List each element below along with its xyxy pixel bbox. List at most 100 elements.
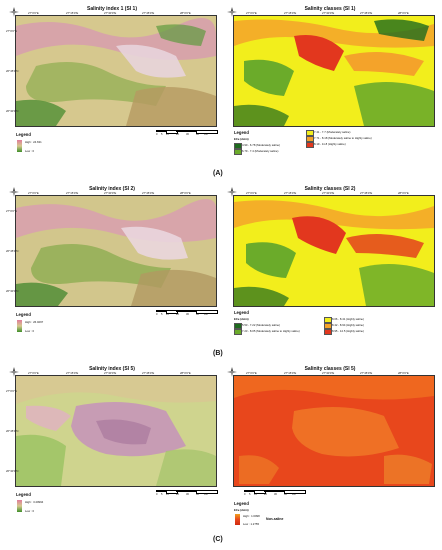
si2-class-map (233, 195, 435, 307)
si5-class-panel: Salinity classes (SI 5) 27°0'0"E 27°15'0… (224, 363, 436, 533)
si5-map-panel: Salinity index (SI 5) 27°0'0"E 27°15'0"E… (6, 363, 218, 533)
lon-tick-top: 27°45'0"E (142, 191, 155, 195)
row-c-caption: (C) (213, 536, 223, 543)
lon-tick-top: 27°45'0"E (360, 191, 373, 195)
lat-tick: 26°30'0"N (6, 289, 19, 293)
lon-tick-top: 27°15'0"E (284, 191, 297, 195)
lon-tick-top: 27°30'0"E (322, 191, 335, 195)
legend-title: Legend (234, 310, 249, 315)
index-gradient-swatch (17, 500, 22, 512)
class-label: Non-saline (266, 517, 284, 521)
class-swatch (306, 130, 314, 136)
lat-tick: 27°0'0"N (6, 29, 17, 33)
lon-tick-top: 27°45'0"E (142, 371, 155, 375)
class-swatch (306, 142, 314, 148)
row-a-caption: (A) (213, 170, 223, 177)
lat-tick: 26°45'0"N (6, 69, 19, 73)
legend-title: Legend (16, 132, 31, 137)
class-swatch (324, 317, 332, 323)
class-label: 8.42 - 8.94 (Highly saline) (332, 323, 364, 327)
lon-tick-top: 27°30'0"E (104, 11, 117, 15)
class-label: 6.79 - 7.4 (Moderately saline) (242, 149, 279, 153)
si5-class-title: Salinity classes (SI 5) (304, 366, 356, 372)
legend-low: Low : 1.2755 (243, 522, 260, 526)
lon-tick-top: 27°45'0"E (360, 11, 373, 15)
lon-tick-top: 27°0'0"E (246, 11, 257, 15)
class-label: 4.90 - 6.78 (Moderately saline) (242, 143, 280, 147)
class-label: 7.41 - 7.7 (Moderately saline) (314, 130, 351, 134)
lon-tick-top: 27°30'0"E (104, 191, 117, 195)
class-label: 7.23 - 8.05 (Moderately saline to Highly… (242, 329, 300, 333)
legend-low: Low : 0 (25, 329, 35, 333)
si1-map-panel: Salinity index 1 (SI 1) 27°0'0"E 27°15'0… (6, 3, 218, 173)
legend-high: High : 3.40994 (25, 500, 44, 504)
lon-tick-top: 27°30'0"E (322, 11, 335, 15)
lon-tick-top: 28°0'0"E (398, 371, 409, 375)
lon-tick-top: 27°45'0"E (360, 371, 373, 375)
north-arrow-icon (227, 187, 237, 197)
lat-tick: 27°0'0"N (6, 209, 17, 213)
si1-class-panel: Salinity classes (SI 1) 27°0'0"E 27°15'0… (224, 3, 436, 173)
si5-raster-map (15, 375, 217, 487)
lon-tick-top: 28°0'0"E (398, 191, 409, 195)
lat-tick: 26°45'0"N (6, 429, 19, 433)
si1-class-title: Salinity classes (SI 1) (304, 6, 356, 12)
si5-class-map (233, 375, 435, 487)
lon-tick-top: 27°15'0"E (66, 371, 79, 375)
class-swatch (324, 323, 332, 329)
legend-unit: ECe (ds/m) (234, 508, 249, 512)
lat-tick: 26°45'0"N (6, 249, 19, 253)
si5-map-title: Salinity index (SI 5) (89, 366, 135, 372)
lon-tick-top: 27°15'0"E (66, 11, 79, 15)
lon-tick-top: 27°30'0"E (104, 371, 117, 375)
legend-high: High : 1.6098 (243, 514, 260, 518)
index-gradient-swatch (17, 320, 22, 332)
class-label: 7.71 - 8.18 (Moderately saline to Highly… (314, 136, 372, 140)
si2-raster-map (15, 195, 217, 307)
lon-tick-top: 28°0'0"E (180, 371, 191, 375)
lat-tick: 27°0'0"N (6, 389, 17, 393)
class-swatch (234, 323, 242, 329)
index-gradient-swatch (17, 140, 22, 152)
class-label: 8.95 - 12.5 (Highly saline) (332, 329, 364, 333)
class-gradient-swatch (235, 514, 240, 525)
si2-class-panel: Salinity classes (SI 2) 27°0'0"E 27°15'0… (224, 183, 436, 353)
class-swatch (234, 143, 242, 149)
lat-tick: 26°30'0"N (6, 469, 19, 473)
north-arrow-icon (9, 187, 19, 197)
legend-unit: ECe (ds/m) (234, 137, 249, 141)
lon-tick-top: 27°0'0"E (246, 371, 257, 375)
legend-unit: ECe (ds/m) (234, 317, 249, 321)
lon-tick-top: 27°15'0"E (66, 191, 79, 195)
lat-tick: 26°30'0"N (6, 109, 19, 113)
lon-tick-top: 28°0'0"E (180, 11, 191, 15)
north-arrow-icon (9, 7, 19, 17)
lon-tick-top: 27°15'0"E (284, 371, 297, 375)
north-arrow-icon (227, 367, 237, 377)
legend-low: Low : 0 (25, 149, 35, 153)
class-swatch (234, 149, 242, 155)
lon-tick-top: 27°15'0"E (284, 11, 297, 15)
lon-tick-top: 28°0'0"E (398, 11, 409, 15)
lon-tick-top: 27°0'0"E (246, 191, 257, 195)
lon-tick-top: 27°0'0"E (28, 191, 39, 195)
si2-map-panel: Salinity index (SI 2) 27°0'0"E 27°15'0"E… (6, 183, 218, 353)
lon-tick-top: 27°0'0"E (28, 11, 39, 15)
class-label: 8.06 - 8.41 (Highly saline) (332, 317, 364, 321)
lon-tick-top: 27°30'0"E (322, 371, 335, 375)
si1-class-map (233, 15, 435, 127)
legend-high: High : 26.0297 (25, 320, 44, 324)
si1-raster-map (15, 15, 217, 127)
legend-title: Legend (16, 312, 31, 317)
class-label: 5.53 - 7.22 (Moderately saline) (242, 323, 280, 327)
legend-high: High : 24.631 (25, 140, 42, 144)
class-swatch (324, 329, 332, 335)
legend-title: Legend (234, 130, 249, 135)
lon-tick-top: 27°0'0"E (28, 371, 39, 375)
si1-map-title: Salinity index 1 (SI 1) (86, 6, 137, 12)
north-arrow-icon (9, 367, 19, 377)
si2-map-title: Salinity index (SI 2) (89, 186, 135, 192)
lon-tick-top: 28°0'0"E (180, 191, 191, 195)
si2-class-title: Salinity classes (SI 2) (304, 186, 356, 192)
legend-title: Legend (234, 501, 249, 506)
